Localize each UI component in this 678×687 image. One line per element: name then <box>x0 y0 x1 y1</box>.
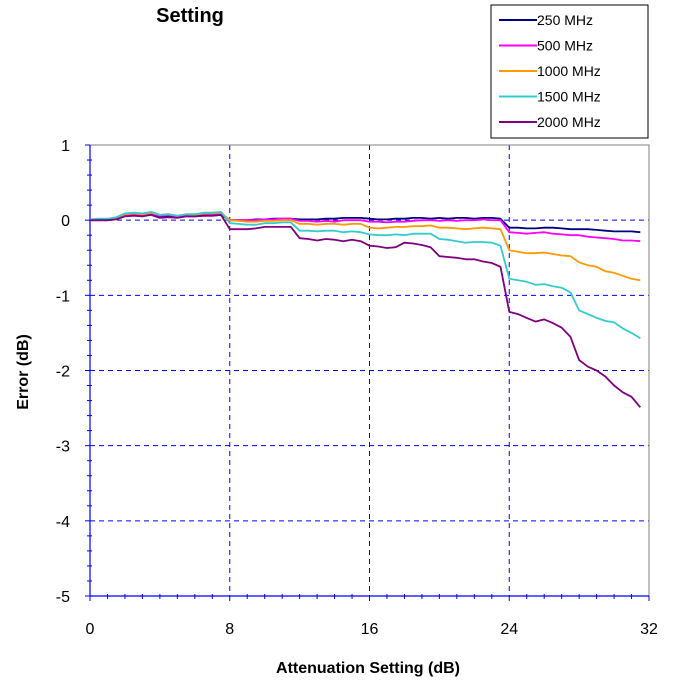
legend: 250 MHz 500 MHz 1000 MHz 1500 MHz 2000 MHz <box>490 4 649 139</box>
x-axis-title: Attenuation Setting (dB) <box>276 660 460 677</box>
series-line-3 <box>90 211 641 282</box>
x-tick-label: 16 <box>361 621 379 638</box>
chart-title: Setting <box>156 5 224 27</box>
legend-label: 2000 MHz <box>537 114 601 130</box>
x-tick-labels: 0 8 16 24 32 <box>86 621 658 638</box>
y-tick-labels: 1 0 -1 -2 -3 -4 -5 <box>56 138 70 606</box>
y-tick-label: 1 <box>61 138 70 155</box>
x-tick-label: 8 <box>225 621 234 638</box>
legend-label: 1000 MHz <box>537 63 601 79</box>
legend-label: 250 MHz <box>537 12 593 28</box>
series-line-4 <box>89 210 641 339</box>
y-tick-label: -1 <box>56 288 70 305</box>
y-tick-label: -2 <box>56 364 70 381</box>
axes <box>85 144 650 601</box>
gridlines <box>90 145 649 596</box>
y-tick-label: -5 <box>56 589 70 606</box>
series-line-5 <box>90 213 641 408</box>
y-axis-title: Error (dB) <box>15 334 32 410</box>
x-tick-label: 0 <box>86 621 95 638</box>
y-tick-label: 0 <box>61 213 70 230</box>
x-tick-label: 32 <box>640 621 658 638</box>
series-lines <box>89 210 641 408</box>
y-tick-label: -4 <box>56 514 70 531</box>
x-tick-label: 24 <box>500 621 518 638</box>
y-tick-label: -3 <box>56 439 70 456</box>
legend-label: 1500 MHz <box>537 89 601 105</box>
legend-label: 500 MHz <box>537 38 593 54</box>
